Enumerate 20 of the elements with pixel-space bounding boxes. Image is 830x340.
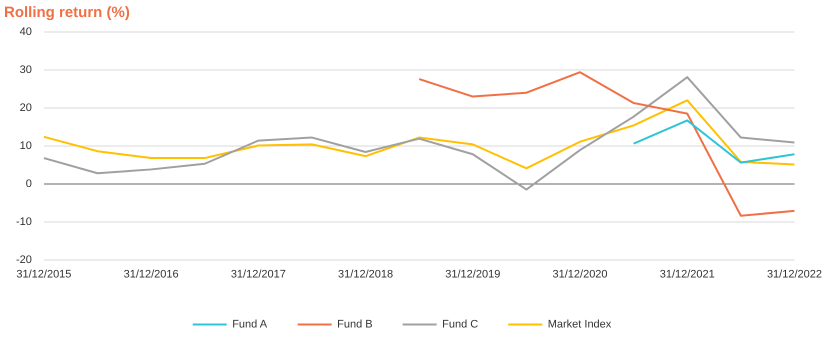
x-tick-label: 31/12/2015 [16, 268, 72, 280]
y-tick-label: 20 [20, 102, 32, 114]
x-tick-label: 31/12/2021 [660, 268, 715, 280]
x-tick-label: 31/12/2018 [338, 268, 394, 280]
y-tick-label: 10 [20, 140, 32, 152]
y-tick-label: 40 [20, 26, 32, 38]
legend-label: Fund B [337, 318, 373, 331]
y-tick-label: -20 [16, 254, 32, 266]
y-tick-label: -10 [16, 216, 32, 228]
legend-label: Fund C [442, 318, 478, 331]
x-tick-label: 31/12/2019 [445, 268, 500, 280]
y-tick-label: 30 [20, 64, 32, 76]
legend-label: Fund A [232, 318, 268, 331]
chart-title: Rolling return (%) [4, 4, 130, 22]
x-tick-label: 31/12/2017 [230, 268, 286, 280]
y-tick-label: 0 [26, 178, 32, 190]
x-tick-label: 31/12/2016 [124, 268, 179, 280]
x-tick-label: 31/12/2022 [766, 268, 822, 280]
legend-label: Market Index [548, 318, 612, 331]
x-tick-label: 31/12/2020 [552, 268, 608, 280]
